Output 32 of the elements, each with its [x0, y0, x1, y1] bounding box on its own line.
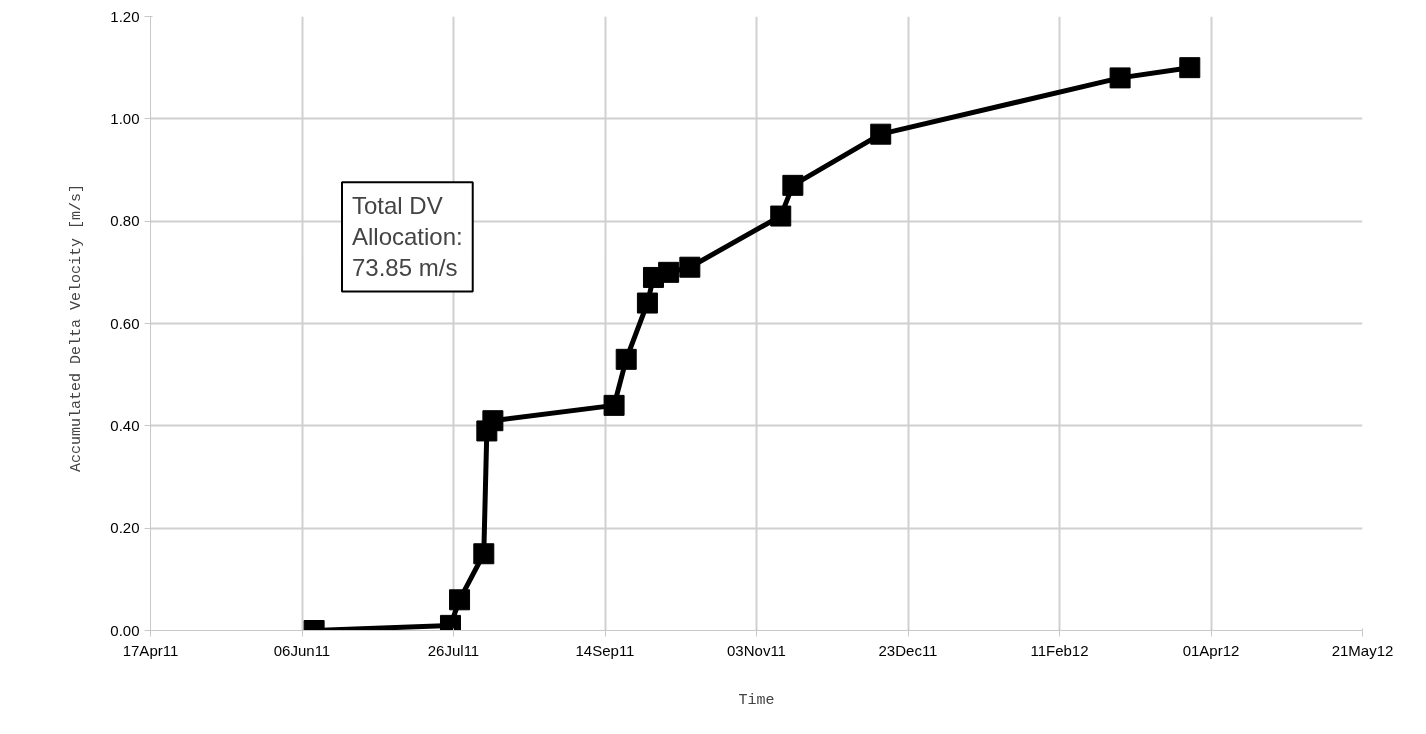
x-tick-label: 17Apr11	[122, 641, 179, 659]
annotation: Total DV Allocation: 73.85 m/s	[352, 192, 463, 282]
point	[1109, 67, 1131, 89]
x-tick-label: 06Jun11	[273, 641, 331, 659]
x-axis-title: Time	[738, 691, 775, 709]
point	[603, 394, 625, 416]
y-tick-label: 0.60	[110, 314, 140, 332]
x-tick-label: 03Nov11	[727, 641, 786, 659]
x-tick-label: 01Apr12	[1182, 641, 1240, 659]
point	[482, 410, 504, 432]
point	[615, 348, 637, 370]
x-tick-label: 21May12	[1331, 641, 1394, 659]
y-tick-label: 1.00	[110, 109, 140, 127]
point	[870, 123, 892, 145]
y-tick-label: 0.40	[110, 416, 140, 434]
y-axis-title: Accumulated Delta Velocity [m/s]	[68, 183, 86, 473]
point	[658, 261, 680, 283]
y-tick-label: 0.00	[110, 621, 140, 639]
y-tick-label: 1.20	[110, 7, 140, 25]
point	[473, 543, 495, 565]
x-tick-label: 14Sep11	[575, 641, 635, 659]
y-tick-label: 0.80	[110, 212, 140, 230]
x-tick-label: 26Jul11	[427, 641, 480, 659]
x-tick-label: 11Feb12	[1030, 641, 1089, 659]
point	[679, 256, 701, 278]
x-tick-label: 23Dec11	[878, 641, 938, 659]
y-tick-label: 0.20	[110, 519, 140, 537]
point	[782, 174, 804, 196]
point	[449, 589, 471, 611]
point	[636, 292, 658, 314]
point	[770, 205, 792, 227]
point	[1179, 57, 1201, 79]
